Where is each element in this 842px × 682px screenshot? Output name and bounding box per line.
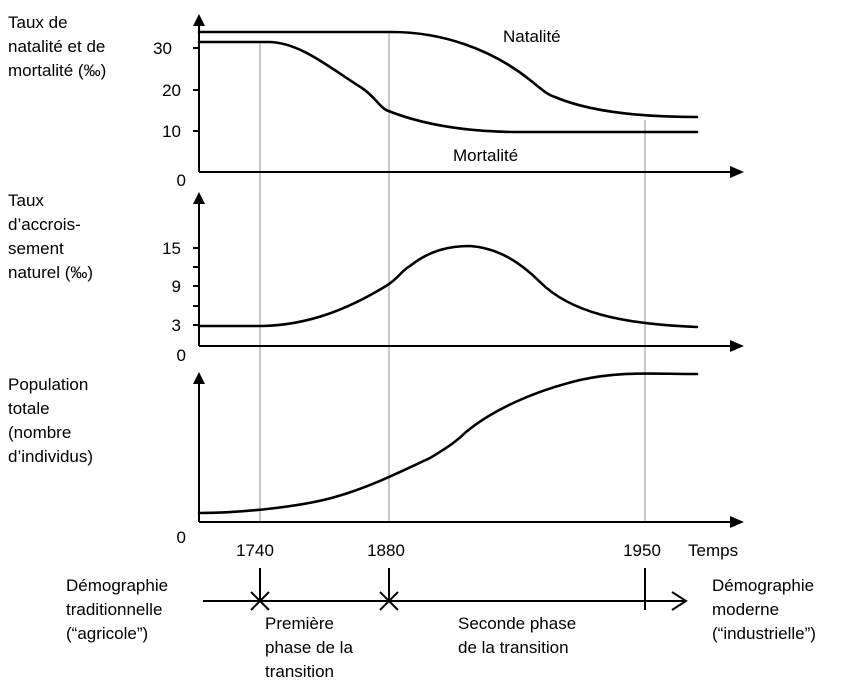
start-label-line-1: Démographie <box>66 576 168 595</box>
end-label-line-3: (“industrielle”) <box>712 624 816 643</box>
phase1-label-line-3: transition <box>265 662 334 681</box>
natalite-label: Natalité <box>503 27 561 46</box>
rates-x-arrowhead <box>730 166 744 178</box>
growth-ylabel-line-3: sement <box>8 239 64 258</box>
rates-tick-label-30: 30 <box>153 39 172 58</box>
growth-y-arrowhead <box>193 192 205 204</box>
rates-y-arrowhead <box>193 14 205 26</box>
growth-x-arrowhead <box>730 340 744 352</box>
growth-curve <box>197 244 699 329</box>
start-label-line-2: traditionnelle <box>66 600 162 619</box>
year-1740: 1740 <box>236 541 274 560</box>
population-x-arrowhead <box>730 516 744 528</box>
population-ylabel-line-1: Population <box>8 375 88 394</box>
phase2-label-line-1: Seconde phase <box>458 614 576 633</box>
year-guides <box>259 32 646 522</box>
growth-ylabel-line-4: naturel (‰) <box>8 263 93 282</box>
mortalite-curve <box>197 40 699 134</box>
marker-cross-1880 <box>379 591 399 611</box>
phase1-label-line-2: phase de la <box>265 638 353 657</box>
population-curve <box>197 372 699 515</box>
rates-ylabel-line-2: natalité et de <box>8 37 105 56</box>
time-axis-labels: 1740 1880 1950 Temps <box>236 541 738 560</box>
natalite-curve <box>197 30 699 119</box>
rates-tick-label-10: 10 <box>162 122 181 141</box>
population-zero-label: 0 <box>177 528 186 547</box>
phase-timeline: Démographie traditionnelle (“agricole”) … <box>66 568 816 681</box>
mortalite-label: Mortalité <box>453 146 518 165</box>
growth-tick-label-3: 3 <box>172 316 181 335</box>
growth-tick-label-9: 9 <box>172 277 181 296</box>
timeline-arrowhead <box>671 591 688 611</box>
year-1950: 1950 <box>623 541 661 560</box>
rates-tick-label-20: 20 <box>162 81 181 100</box>
year-1880: 1880 <box>367 541 405 560</box>
phase1-label-line-1: Première <box>265 614 334 633</box>
growth-panel: Taux d’accrois- sement naturel (‰) 15 9 … <box>8 191 744 365</box>
rates-zero-label: 0 <box>177 171 186 190</box>
rates-ylabel-line-1: Taux de <box>8 13 68 32</box>
end-label-line-2: moderne <box>712 600 779 619</box>
phase2-label-line-2: de la transition <box>458 638 569 657</box>
population-ylabel-line-3: (nombre <box>8 423 71 442</box>
end-label-line-1: Démographie <box>712 576 814 595</box>
marker-cross-1740 <box>250 591 270 611</box>
population-ylabel-line-2: totale <box>8 399 50 418</box>
population-ylabel-line-4: d’individus) <box>8 447 93 466</box>
growth-ylabel-line-1: Taux <box>8 191 44 210</box>
rates-ylabel-line-3: mortalité (‰) <box>8 61 106 80</box>
growth-zero-label: 0 <box>177 346 186 365</box>
population-panel: Population totale (nombre d’individus) 0 <box>8 372 744 547</box>
growth-ylabel-line-2: d’accrois- <box>8 215 81 234</box>
population-y-arrowhead <box>193 372 205 384</box>
rates-panel: Taux de natalité et de mortalité (‰) 30 … <box>8 13 744 190</box>
start-label-line-3: (“agricole”) <box>66 624 148 643</box>
time-axis-label: Temps <box>688 541 738 560</box>
growth-tick-label-15: 15 <box>162 239 181 258</box>
